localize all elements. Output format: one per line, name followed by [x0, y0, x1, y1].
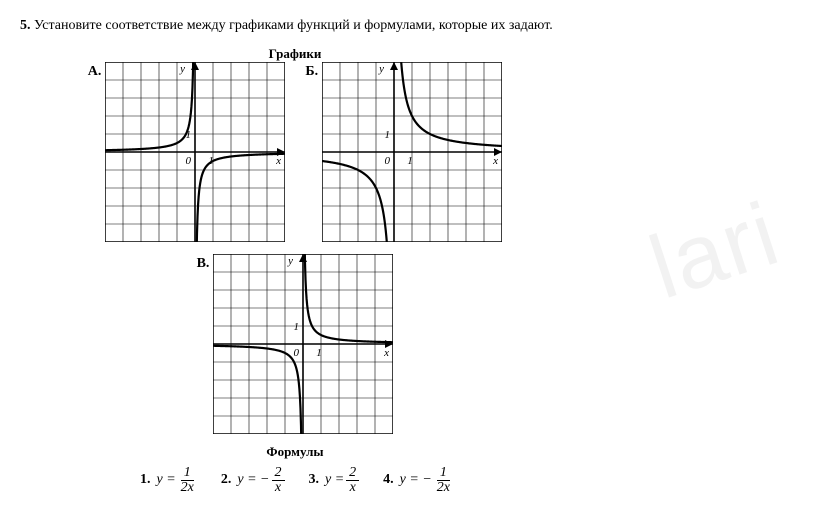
graph-label-c: В.: [197, 256, 210, 272]
graph-svg-b: y x 0 1 1: [322, 62, 502, 242]
formula-3-prefix: y =: [325, 472, 344, 488]
formula-3-num: 3.: [309, 472, 320, 488]
formula-4-eq: y = − 1 2x: [400, 466, 453, 495]
formula-3: 3. y = 2 x: [309, 466, 360, 495]
formula-2-eq: y = − 2 x: [237, 466, 284, 495]
problem-number: 5.: [20, 18, 31, 33]
formula-3-frac-num: 2: [346, 466, 359, 481]
svg-text:y: y: [378, 63, 384, 75]
formula-3-frac: 2 x: [346, 466, 359, 495]
svg-text:y: y: [180, 63, 186, 75]
formulas-title: Формулы: [266, 444, 323, 460]
formula-1-frac: 1 2x: [178, 466, 197, 495]
svg-text:0: 0: [294, 347, 300, 359]
formula-1: 1. y = 1 2x: [140, 466, 197, 495]
formula-4: 4. y = − 1 2x: [383, 466, 453, 495]
formula-2-num: 2.: [221, 472, 232, 488]
formula-2-frac-den: x: [272, 481, 284, 495]
graph-label-b: Б.: [305, 64, 318, 80]
formula-3-eq: y = 2 x: [325, 466, 359, 495]
svg-text:1: 1: [385, 129, 391, 141]
formula-4-prefix: y = −: [400, 472, 432, 488]
graphs-area: Графики А. y x 0 1 1 Б. y x 0 1 1 В. y x 0 1 1 Форму…: [80, 36, 510, 460]
svg-text:0: 0: [186, 155, 192, 167]
formulas-row: 1. y = 1 2x 2. y = − 2 x 3. y = 2 x: [140, 466, 799, 495]
svg-text:x: x: [492, 155, 498, 167]
formula-4-frac: 1 2x: [434, 466, 453, 495]
problem-text: Установите соответствие между графиками …: [34, 18, 553, 33]
formula-1-frac-num: 1: [181, 466, 194, 481]
graphs-row-1: А. y x 0 1 1 Б. y x 0 1 1: [88, 62, 502, 242]
graph-label-a: А.: [88, 64, 102, 80]
graph-svg-c: y x 0 1 1: [213, 254, 393, 434]
svg-text:x: x: [276, 155, 282, 167]
graph-b: Б. y x 0 1 1: [305, 62, 502, 242]
formula-1-frac-den: 2x: [178, 481, 197, 495]
formula-2-frac-num: 2: [272, 466, 285, 481]
formula-3-frac-den: x: [347, 481, 359, 495]
svg-text:1: 1: [317, 347, 323, 359]
graph-a: А. yx011: [88, 62, 286, 242]
formula-1-prefix: y =: [157, 472, 176, 488]
formula-2: 2. y = − 2 x: [221, 466, 285, 495]
formula-2-prefix: y = −: [237, 472, 269, 488]
svg-text:1: 1: [294, 321, 300, 333]
formula-4-num: 4.: [383, 472, 394, 488]
svg-text:x: x: [384, 347, 390, 359]
formula-1-num: 1.: [140, 472, 151, 488]
problem-statement: 5. Установите соответствие между графика…: [20, 16, 799, 36]
formula-4-frac-num: 1: [437, 466, 450, 481]
graph-c: В. y x 0 1 1: [197, 254, 394, 434]
formula-1-eq: y = 1 2x: [157, 466, 197, 495]
formula-4-frac-den: 2x: [434, 481, 453, 495]
graph-svg-a: yx011: [105, 62, 285, 242]
svg-text:0: 0: [385, 155, 391, 167]
graphs-title: Графики: [269, 46, 322, 62]
svg-text:1: 1: [407, 155, 413, 167]
formula-2-frac: 2 x: [272, 466, 285, 495]
watermark: lari: [638, 183, 792, 321]
svg-text:y: y: [288, 255, 294, 267]
